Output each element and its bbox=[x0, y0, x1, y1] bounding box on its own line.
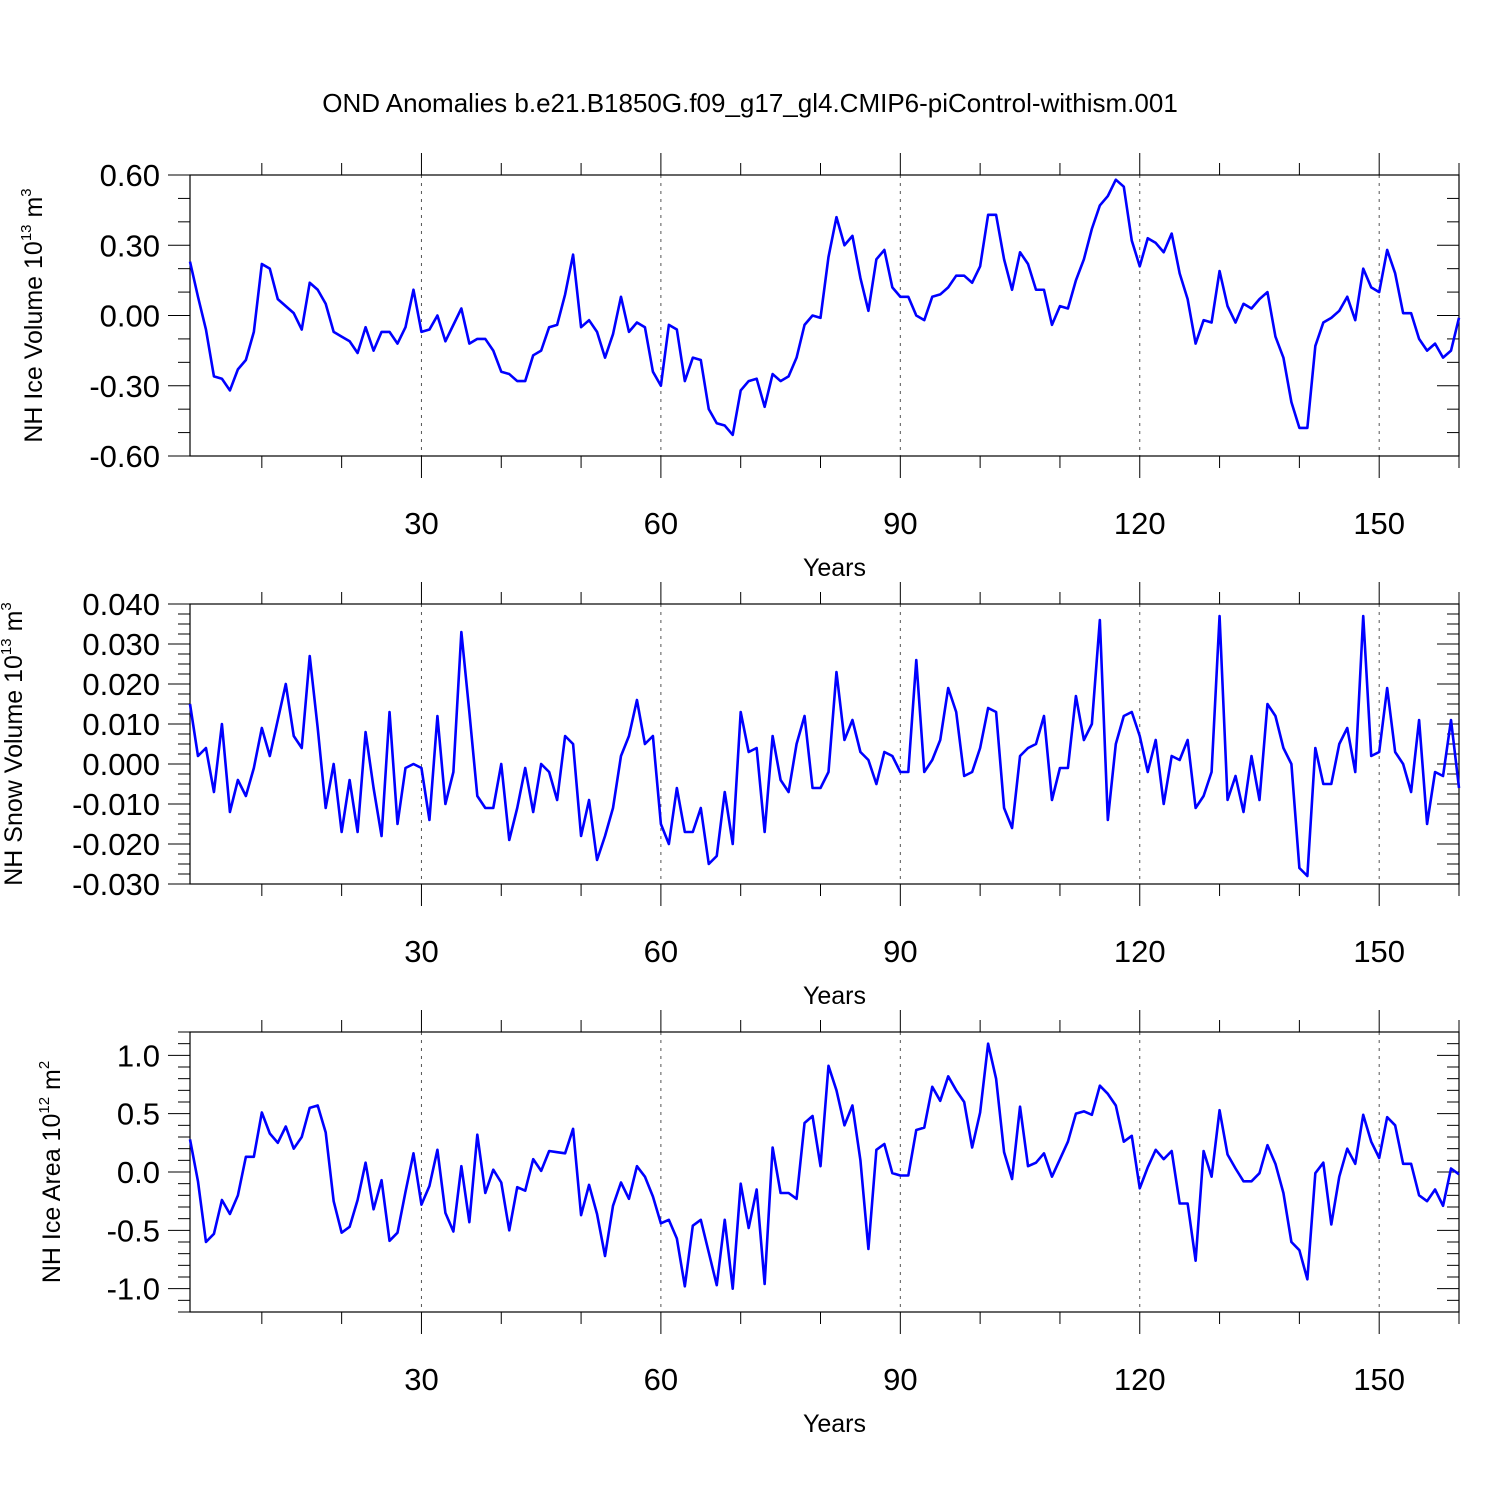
x-tick-label: 60 bbox=[644, 506, 678, 541]
y-axis-title-unit: m bbox=[0, 611, 28, 639]
y-axis-title: NH Ice Area 1012 m2 bbox=[36, 1061, 66, 1283]
x-tick-label: 120 bbox=[1114, 1362, 1166, 1397]
y-tick-label: 0.0 bbox=[117, 1155, 160, 1190]
plot-frame bbox=[189, 174, 1460, 457]
plot-frame bbox=[189, 1031, 1460, 1313]
series-line-snow-volume bbox=[188, 614, 1461, 878]
x-tick-label: 120 bbox=[1114, 506, 1166, 541]
y-tick-label: -0.030 bbox=[72, 867, 160, 902]
x-tick-label: 90 bbox=[883, 506, 917, 541]
series-line-ice-volume bbox=[188, 178, 1461, 437]
x-tick-label: 120 bbox=[1114, 934, 1166, 969]
y-tick-label: -0.010 bbox=[72, 787, 160, 822]
x-tick-label: 30 bbox=[404, 1362, 438, 1397]
x-axis-title: Years bbox=[803, 982, 866, 1010]
y-tick-label: -0.60 bbox=[89, 439, 160, 474]
y-tick-label: 0.010 bbox=[82, 707, 160, 742]
x-tick-label: 90 bbox=[883, 934, 917, 969]
y-axis-title-base: NH Snow Volume 10 bbox=[0, 655, 28, 886]
y-axis-title-base: NH Ice Volume 10 bbox=[20, 241, 48, 443]
x-tick-label: 150 bbox=[1353, 506, 1405, 541]
y-tick-label: 0.5 bbox=[117, 1097, 160, 1132]
figure-title: OND Anomalies b.e21.B1850G.f09_g17_gl4.C… bbox=[322, 88, 1178, 118]
y-tick-label: 0.030 bbox=[82, 627, 160, 662]
y-tick-label: 0.00 bbox=[100, 299, 160, 334]
panel-ice-volume: -0.60 -0.30 0.00 0.30 0.60 30 60 90 120 150 Years N… bbox=[18, 153, 1461, 582]
y-axis-title-unit-exponent: 2 bbox=[36, 1061, 53, 1069]
x-axis-title: Years bbox=[803, 1410, 866, 1438]
panel-snow-volume: -0.030 -0.020 -0.010 0.000 0.010 0.020 0.030 0.… bbox=[0, 582, 1461, 1010]
series-line-ice-area bbox=[188, 1042, 1460, 1290]
y-axis-title-base: NH Ice Area 10 bbox=[38, 1114, 66, 1284]
y-axis-title-exponent: 12 bbox=[36, 1097, 53, 1114]
x-tick-label: 60 bbox=[644, 1362, 678, 1397]
y-tick-label: -0.020 bbox=[72, 827, 160, 862]
y-axis-title: NH Ice Volume 1013 m3 bbox=[18, 188, 48, 442]
y-tick-label: 0.000 bbox=[82, 747, 160, 782]
y-tick-label: 0.60 bbox=[100, 158, 160, 193]
x-tick-label: 90 bbox=[883, 1362, 917, 1397]
y-axis-title-exponent: 13 bbox=[18, 224, 35, 241]
x-axis-title: Years bbox=[803, 554, 866, 582]
y-tick-label: -0.30 bbox=[89, 369, 160, 404]
y-axis-title-unit: m bbox=[38, 1069, 66, 1097]
panel-ice-area: -1.0 -0.5 0.0 0.5 1.0 30 60 90 120 150 Years NH Ice… bbox=[36, 1010, 1460, 1438]
y-tick-label: 0.040 bbox=[82, 587, 160, 622]
x-tick-label: 30 bbox=[404, 506, 438, 541]
y-tick-label: 0.020 bbox=[82, 667, 160, 702]
y-axis-title-exponent: 13 bbox=[0, 638, 15, 655]
x-tick-label: 60 bbox=[644, 934, 678, 969]
y-tick-label: -0.5 bbox=[107, 1213, 160, 1248]
plot-frame bbox=[189, 603, 1460, 885]
panels: -0.60 -0.30 0.00 0.30 0.60 30 60 90 120 150 Years N… bbox=[0, 153, 1461, 1438]
y-axis-title-unit-exponent: 3 bbox=[18, 188, 35, 196]
y-tick-label: -1.0 bbox=[107, 1272, 160, 1307]
x-tick-label: 150 bbox=[1353, 934, 1405, 969]
y-tick-label: 0.30 bbox=[100, 228, 160, 263]
y-tick-label: 1.0 bbox=[117, 1038, 160, 1073]
x-tick-label: 30 bbox=[404, 934, 438, 969]
x-tick-label: 150 bbox=[1353, 1362, 1405, 1397]
y-axis-title-unit: m bbox=[20, 197, 48, 225]
y-axis-title: NH Snow Volume 1013 m3 bbox=[0, 602, 28, 886]
y-axis-title-unit-exponent: 3 bbox=[0, 602, 15, 610]
